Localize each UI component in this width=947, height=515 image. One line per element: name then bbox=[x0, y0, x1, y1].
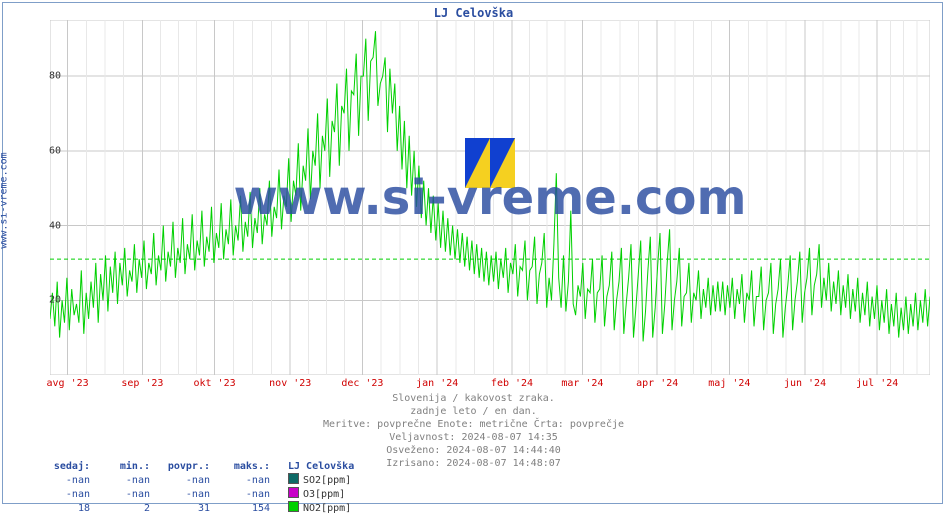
x-tick-label: mar '24 bbox=[561, 378, 603, 389]
table-header: povpr.: bbox=[150, 460, 210, 473]
table-row: -nan-nan-nan-nanO3[ppm] bbox=[30, 487, 408, 501]
caption-line: Osveženo: 2024-08-07 14:44:40 bbox=[0, 444, 947, 457]
legend-table: sedaj:min.:povpr.:maks.:LJ Celovška-nan-… bbox=[30, 460, 408, 515]
table-cell: 154 bbox=[210, 502, 270, 515]
chart-svg bbox=[50, 20, 930, 375]
x-tick-label: dec '23 bbox=[341, 378, 383, 389]
caption-line: Meritve: povprečne Enote: metrične Črta:… bbox=[0, 418, 947, 431]
table-header: min.: bbox=[90, 460, 150, 473]
y-tick-label: 20 bbox=[31, 295, 61, 306]
table-header: sedaj: bbox=[30, 460, 90, 473]
y-tick-label: 40 bbox=[31, 220, 61, 231]
series-swatch-icon bbox=[288, 487, 299, 498]
series-label: SO2[ppm] bbox=[288, 473, 351, 487]
table-cell: -nan bbox=[150, 474, 210, 487]
table-row: 18231154 NO2[ppm] bbox=[30, 501, 408, 515]
x-tick-label: feb '24 bbox=[491, 378, 533, 389]
series-label: NO2[ppm] bbox=[288, 501, 351, 515]
y-tick-label: 60 bbox=[31, 145, 61, 156]
caption-line: zadnje leto / en dan. bbox=[0, 405, 947, 418]
side-source-text: www.si-vreme.com bbox=[0, 152, 10, 248]
x-tick-label: avg '23 bbox=[47, 378, 89, 389]
table-cell: -nan bbox=[210, 474, 270, 487]
x-tick-label: jul '24 bbox=[856, 378, 898, 389]
table-header-row: sedaj:min.:povpr.:maks.: LJ Celovška bbox=[30, 460, 408, 473]
chart-title: LJ Celovška bbox=[0, 6, 947, 20]
caption-line: Veljavnost: 2024-08-07 14:35 bbox=[0, 431, 947, 444]
table-cell: -nan bbox=[150, 488, 210, 501]
y-tick-label: 80 bbox=[31, 71, 61, 82]
series-swatch-icon bbox=[288, 473, 299, 484]
series-swatch-icon bbox=[288, 501, 299, 512]
table-cell: -nan bbox=[30, 474, 90, 487]
chart-plot-area bbox=[50, 20, 930, 375]
x-tick-label: okt '23 bbox=[193, 378, 235, 389]
chart-caption: Slovenija / kakovost zraka.zadnje leto /… bbox=[0, 392, 947, 470]
x-tick-label: jun '24 bbox=[784, 378, 826, 389]
table-cell: -nan bbox=[90, 488, 150, 501]
series-label: O3[ppm] bbox=[288, 487, 345, 501]
table-cell: 2 bbox=[90, 502, 150, 515]
x-tick-label: sep '23 bbox=[121, 378, 163, 389]
table-cell: -nan bbox=[90, 474, 150, 487]
table-cell: 31 bbox=[150, 502, 210, 515]
table-row: -nan-nan-nan-nanSO2[ppm] bbox=[30, 473, 408, 487]
x-tick-label: maj '24 bbox=[708, 378, 750, 389]
x-tick-label: jan '24 bbox=[416, 378, 458, 389]
table-cell: -nan bbox=[210, 488, 270, 501]
side-source-label: www.si-vreme.com bbox=[0, 0, 20, 400]
table-location: LJ Celovška bbox=[288, 460, 408, 473]
table-cell: 18 bbox=[30, 502, 90, 515]
x-tick-label: nov '23 bbox=[269, 378, 311, 389]
table-cell: -nan bbox=[30, 488, 90, 501]
caption-line: Slovenija / kakovost zraka. bbox=[0, 392, 947, 405]
x-tick-label: apr '24 bbox=[636, 378, 678, 389]
table-header: maks.: bbox=[210, 460, 270, 473]
